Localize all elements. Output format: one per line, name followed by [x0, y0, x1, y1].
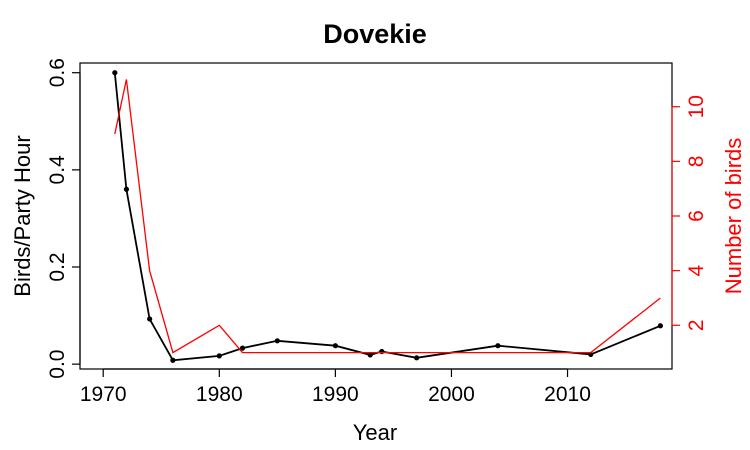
- series-1-point: [414, 355, 420, 361]
- series-1-point: [657, 323, 663, 329]
- chart-title: Dovekie: [323, 19, 427, 49]
- x-tick-label: 2000: [428, 383, 475, 406]
- y2-tick-label: 6: [685, 210, 708, 222]
- y-tick-label: 0.4: [46, 155, 69, 185]
- y2-axis: 2 4 6 8 10: [671, 95, 708, 331]
- y-axis: 0.0 0.2 0.4 0.6: [46, 58, 81, 379]
- y2-tick-label: 8: [685, 156, 708, 168]
- y2-tick-label: 2: [685, 319, 708, 331]
- series-1-line: [113, 72, 661, 362]
- x-axis-label: Year: [353, 420, 397, 445]
- series-1-point: [112, 70, 118, 76]
- series-1-point: [332, 343, 338, 349]
- x-tick-label: 1980: [196, 383, 243, 406]
- series-1-point: [123, 186, 130, 192]
- series-1-point: [495, 343, 501, 349]
- y-axis-label: Birds/Party Hour: [10, 135, 35, 296]
- series-1-point: [379, 348, 385, 355]
- x-axis: 1970 1980 1990 2000 2010: [80, 368, 591, 406]
- y-tick-label: 0.6: [46, 58, 69, 87]
- series-1-point: [147, 316, 153, 322]
- series-1-point: [216, 353, 222, 359]
- y-tick-label: 0.0: [46, 350, 69, 379]
- series-layer: [112, 70, 663, 363]
- x-tick-label: 1990: [312, 383, 359, 406]
- y2-tick-label: 10: [685, 95, 708, 118]
- x-tick-label: 2010: [544, 383, 591, 406]
- series-1-point: [239, 345, 246, 351]
- y-tick-label: 0.2: [46, 252, 69, 281]
- series-2-line: [114, 79, 661, 354]
- series-1-point: [274, 338, 280, 344]
- plot-frame: [79, 62, 673, 370]
- y2-axis-label: Number of birds: [721, 138, 746, 295]
- series-1-point: [367, 352, 373, 358]
- series-1-point: [170, 357, 176, 363]
- y2-tick-label: 4: [685, 264, 708, 276]
- x-tick-label: 1970: [80, 383, 127, 406]
